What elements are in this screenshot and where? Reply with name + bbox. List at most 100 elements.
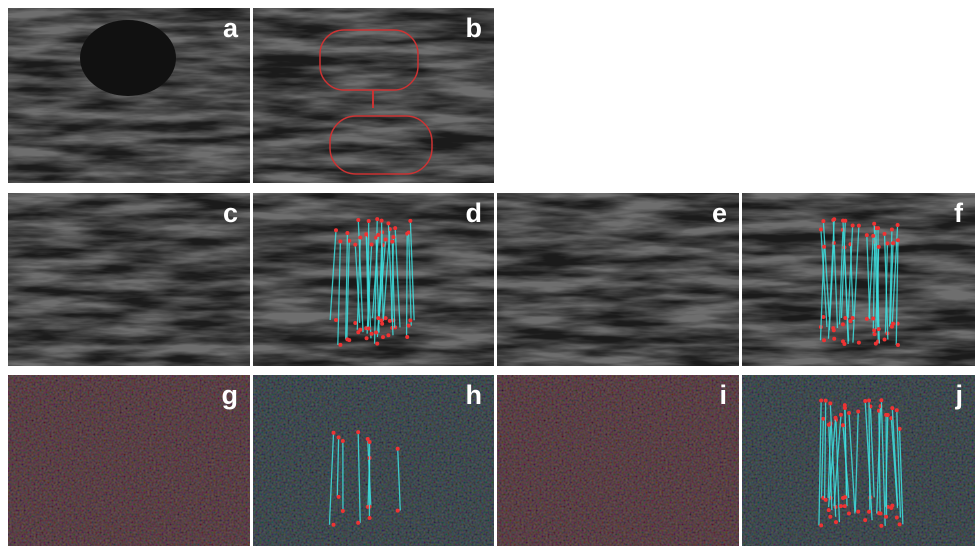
keypoint <box>857 341 861 345</box>
keypoint <box>370 332 374 336</box>
panel-label: f <box>954 198 964 228</box>
keypoint <box>396 509 400 513</box>
panel-content <box>253 193 494 366</box>
keypoint <box>356 218 360 222</box>
keypoint <box>871 234 875 238</box>
image-panel: j <box>742 375 975 546</box>
keypoint <box>884 413 888 417</box>
keypoint <box>890 227 894 231</box>
keypoint <box>865 233 869 237</box>
keypoint <box>332 523 336 527</box>
keypoint <box>408 318 412 322</box>
texture <box>8 193 250 366</box>
keypoint <box>393 226 397 230</box>
keypoint <box>847 511 851 515</box>
keypoint <box>358 236 362 240</box>
keypoint <box>879 524 883 528</box>
keypoint <box>358 328 362 332</box>
keypoint <box>380 318 384 322</box>
keypoint <box>895 408 899 412</box>
image-panel: h <box>253 375 494 546</box>
keypoint <box>843 316 847 320</box>
texture <box>497 193 739 366</box>
keypoint <box>819 228 823 232</box>
keypoint <box>337 495 341 499</box>
keypoint <box>891 241 895 245</box>
keypoint <box>896 238 900 242</box>
keypoint <box>856 410 860 414</box>
keypoint <box>828 401 832 405</box>
keypoint <box>890 504 894 508</box>
keypoint <box>822 245 826 249</box>
keypoint <box>827 508 831 512</box>
keypoint <box>824 399 828 403</box>
keypoint <box>408 219 412 223</box>
keypoint <box>380 219 384 223</box>
keypoint <box>885 241 889 245</box>
panel-content <box>742 193 975 366</box>
keypoint <box>851 223 855 227</box>
keypoint <box>857 224 861 228</box>
keypoint <box>832 328 836 332</box>
panel-label: b <box>466 13 483 43</box>
keypoint <box>879 512 883 516</box>
keypoint <box>341 509 345 513</box>
keypoint <box>832 337 836 341</box>
panel-label: a <box>223 13 239 43</box>
keypoint <box>821 219 825 223</box>
tint <box>8 375 250 546</box>
panel-label: c <box>223 198 238 228</box>
image-panel: b <box>253 8 494 183</box>
keypoint <box>863 518 867 522</box>
keypoint <box>883 232 887 236</box>
panel-label: e <box>712 198 727 228</box>
keypoint <box>338 343 342 347</box>
keypoint <box>381 335 385 339</box>
panel-content <box>497 375 739 546</box>
keypoint <box>872 222 876 226</box>
keypoint <box>375 342 379 346</box>
keypoint <box>843 219 847 223</box>
keypoint <box>356 430 360 434</box>
keypoint <box>368 440 372 444</box>
image-panel: g <box>8 375 250 546</box>
keypoint <box>341 439 345 443</box>
keypoint <box>896 343 900 347</box>
keypoint <box>334 228 338 232</box>
keypoint <box>365 336 369 340</box>
image-panel: d <box>253 193 494 366</box>
keypoint <box>891 322 895 326</box>
keypoint <box>873 332 877 336</box>
panel-label: d <box>466 198 483 228</box>
keypoint <box>384 238 388 242</box>
keypoint <box>386 333 390 337</box>
keypoint <box>832 217 836 221</box>
keypoint <box>883 338 887 342</box>
keypoint <box>364 232 368 236</box>
image-panel: a <box>8 8 250 183</box>
keypoint <box>384 316 388 320</box>
keypoint <box>827 423 831 427</box>
keypoint <box>877 327 881 331</box>
keypoint <box>353 321 357 325</box>
keypoint <box>338 239 342 243</box>
keypoint <box>405 335 409 339</box>
panel-label: g <box>222 380 239 410</box>
keypoint <box>841 322 845 326</box>
panel-content <box>8 193 250 366</box>
keypoint <box>407 231 411 235</box>
keypoint <box>386 221 390 225</box>
texture <box>253 193 494 366</box>
tint <box>742 375 975 546</box>
keypoint <box>879 398 883 402</box>
panel-label: j <box>954 380 963 410</box>
keypoint <box>376 316 380 320</box>
keypoint <box>841 339 845 343</box>
keypoint <box>391 235 395 239</box>
image-panel: c <box>8 193 250 366</box>
panel-content <box>8 8 250 183</box>
match-line <box>368 221 369 328</box>
keypoint <box>877 245 881 249</box>
keypoint <box>874 342 878 346</box>
keypoint <box>851 316 855 320</box>
